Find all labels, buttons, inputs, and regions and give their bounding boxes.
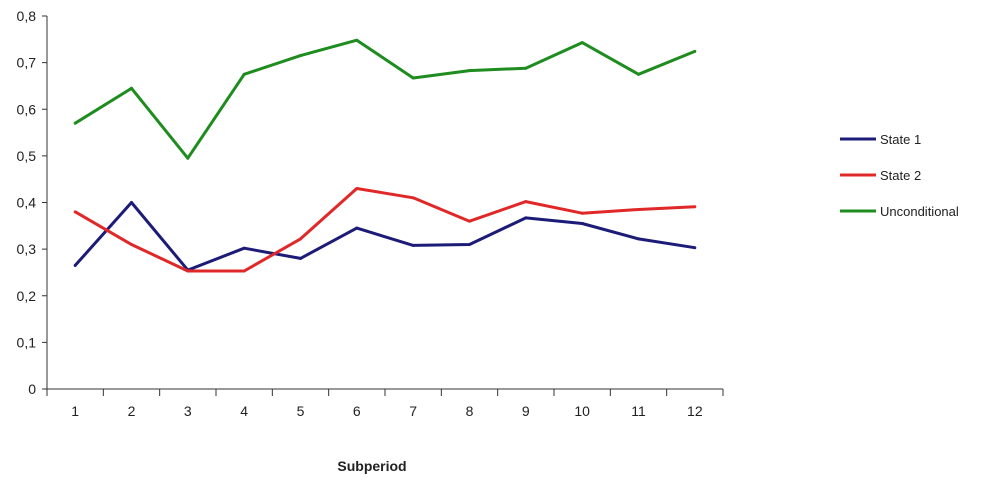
y-tick-label: 0,3	[17, 241, 37, 257]
data-point-state-2	[580, 211, 584, 215]
data-point-state-1	[693, 246, 697, 250]
data-point-state-1	[299, 256, 302, 260]
data-point-unconditional	[693, 49, 697, 53]
data-point-unconditional	[73, 121, 77, 125]
data-point-state-1	[130, 201, 133, 204]
legend-label: State 1	[880, 132, 921, 147]
x-tick-label: 7	[409, 403, 417, 419]
y-tick-label: 0,5	[17, 148, 37, 164]
y-tick-label: 0,6	[17, 101, 37, 117]
y-tick-label: 0	[28, 381, 36, 397]
data-point-unconditional	[355, 38, 359, 42]
legend-label: Unconditional	[880, 204, 959, 219]
x-tick-label: 10	[574, 403, 590, 419]
y-tick-label: 0,7	[17, 55, 37, 71]
y-axis: 0 0,1 0,2 0,3 0,4 0,5 0,6 0,7 0,8	[17, 8, 48, 397]
legend-label: State 2	[880, 168, 921, 183]
data-point-state-2	[411, 196, 415, 200]
x-tick-label: 1	[71, 403, 79, 419]
data-point-unconditional	[468, 69, 471, 73]
series-line-state-1	[74, 201, 696, 272]
data-point-unconditional	[524, 66, 528, 70]
data-point-state-1	[242, 246, 246, 250]
data-point-state-2	[693, 205, 697, 209]
x-tick-label: 12	[687, 403, 703, 419]
x-tick-label: 11	[631, 403, 646, 419]
series-line-state-2	[74, 187, 695, 273]
data-point-state-2	[242, 269, 246, 273]
data-point-unconditional	[186, 156, 190, 160]
data-point-state-2	[468, 219, 471, 223]
x-tick-label: 3	[184, 403, 192, 419]
data-point-state-2	[355, 187, 359, 191]
x-tick-label: 2	[128, 403, 136, 419]
x-tick-label: 8	[466, 403, 474, 419]
data-point-state-1	[411, 243, 415, 247]
y-tick-label: 0,1	[17, 334, 37, 350]
data-point-state-2	[299, 237, 302, 241]
data-point-unconditional	[411, 76, 415, 80]
x-axis: 1 2 3 4 5 6 7 8 9 10 11 12	[46, 388, 724, 419]
x-tick-label: 4	[240, 403, 248, 419]
x-tick-label: 5	[297, 403, 305, 419]
data-point-state-1	[524, 216, 528, 220]
y-tick-label: 0,2	[17, 288, 37, 304]
data-point-unconditional	[637, 72, 640, 76]
y-tick-label: 0,8	[17, 8, 37, 24]
legend: State 1 State 2 Unconditional	[840, 132, 959, 219]
data-point-state-2	[130, 242, 133, 246]
data-point-state-1	[355, 226, 359, 230]
data-point-unconditional	[130, 86, 133, 90]
data-point-unconditional	[299, 54, 302, 58]
data-point-unconditional	[242, 72, 246, 76]
data-point-state-2	[637, 207, 640, 211]
x-axis-title: Subperiod	[337, 458, 406, 474]
x-tick-label: 9	[522, 403, 530, 419]
data-point-state-1	[468, 242, 471, 246]
data-point-state-1	[637, 237, 640, 241]
y-tick-label: 0,4	[17, 195, 37, 211]
data-point-state-2	[524, 200, 528, 204]
data-point-state-1	[73, 263, 77, 267]
data-point-state-1	[580, 221, 584, 225]
data-point-state-2	[186, 269, 190, 273]
data-point-unconditional	[580, 41, 584, 45]
series-line-unconditional	[74, 38, 696, 160]
data-point-state-2	[73, 210, 77, 214]
x-tick-label: 6	[353, 403, 361, 419]
series-lines	[73, 38, 697, 273]
